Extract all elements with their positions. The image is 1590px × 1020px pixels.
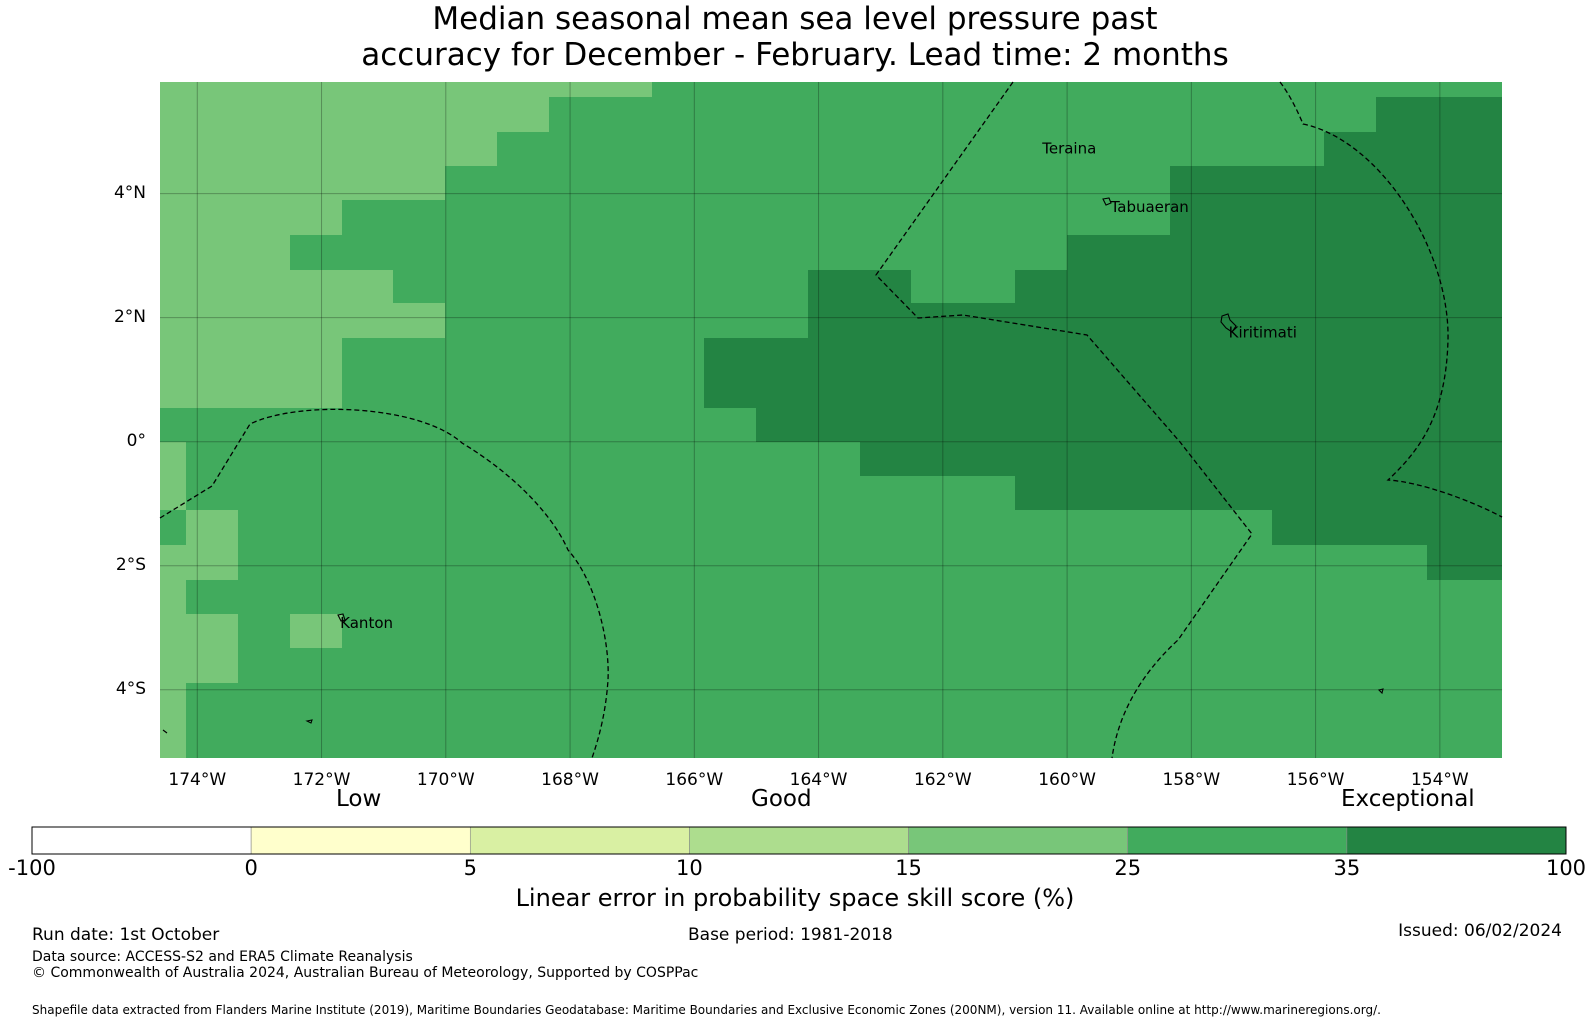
colorbar-tick-label: -100	[8, 856, 56, 880]
island-outline	[1377, 688, 1384, 695]
eez-boundaries	[159, 81, 1503, 759]
lon-label: 170°W	[416, 770, 475, 790]
category-good: Good	[751, 786, 812, 812]
island-outline	[337, 613, 346, 622]
place-label-tabuaeran: Tabuaeran	[1110, 198, 1189, 216]
islands	[162, 197, 1384, 734]
lat-label: 0°	[126, 430, 146, 451]
lon-label: 162°W	[913, 770, 972, 790]
category-exceptional: Exceptional	[1341, 786, 1475, 812]
data-source: Data source: ACCESS-S2 and ERA5 Climate …	[32, 949, 413, 965]
lon-label: 154°W	[1410, 770, 1469, 790]
copyright: © Commonwealth of Australia 2024, Austra…	[32, 965, 699, 981]
place-label-kanton: Kanton	[340, 614, 393, 632]
colorbar-label: Linear error in probability space skill …	[515, 884, 1075, 912]
colorbar-tick-label: 0	[244, 856, 258, 880]
colorbar-tick-label: 5	[463, 856, 477, 880]
shapefile-credit: Shapefile data extracted from Flanders M…	[32, 1003, 1381, 1017]
skill-cell-15-25	[160, 545, 238, 758]
graticule	[160, 82, 1502, 758]
lat-label: 4°S	[115, 678, 146, 699]
base-period: Base period: 1981-2018	[688, 925, 893, 945]
issued-date: Issued: 06/02/2024	[1398, 921, 1562, 941]
figure-title-line-1: Median seasonal mean sea level pressure …	[432, 1, 1158, 37]
place-label-kiritimati: Kiritimati	[1229, 324, 1297, 342]
skill-cells	[160, 82, 1502, 758]
run-date: Run date: 1st October	[32, 925, 220, 945]
colorbar-tick-label: 15	[895, 856, 922, 880]
lon-label: 158°W	[1162, 770, 1221, 790]
lat-label: 2°S	[115, 554, 146, 575]
island-outline	[305, 719, 313, 724]
skill-cell-15-25	[160, 442, 186, 510]
eez-boundary-line	[875, 81, 1253, 759]
skill-cell-35-100	[704, 97, 1502, 580]
lon-label: 168°W	[541, 770, 599, 790]
island-outline	[1220, 313, 1237, 333]
skill-cell-15-25	[160, 82, 652, 408]
colorbar-tick-label: 35	[1333, 856, 1361, 880]
lon-label: 156°W	[1286, 770, 1345, 790]
island-outline	[1102, 197, 1112, 206]
place-labels: Teraina Tabuaeran Kiritimati Kanton	[340, 139, 1297, 631]
skill-cell-15-25	[290, 614, 342, 648]
lat-label: 2°N	[113, 306, 146, 327]
lon-label: 164°W	[789, 770, 848, 790]
island-outline	[162, 729, 168, 734]
category-low: Low	[336, 786, 382, 812]
lat-label: 4°N	[113, 182, 146, 203]
skill-cell-15-25	[186, 510, 238, 580]
lon-label: 166°W	[665, 770, 724, 790]
figure-title-line-2: accuracy for December - February. Lead t…	[361, 37, 1229, 73]
lon-label: 160°W	[1038, 770, 1096, 790]
colorbar-tick-label: 10	[676, 856, 703, 880]
colorbar-tick-label: 25	[1114, 856, 1142, 880]
lon-label: 172°W	[292, 770, 351, 790]
lon-label: 174°W	[168, 770, 227, 790]
place-label-teraina: Teraina	[1041, 139, 1096, 157]
colorbar-tick-label: 100	[1545, 856, 1587, 880]
